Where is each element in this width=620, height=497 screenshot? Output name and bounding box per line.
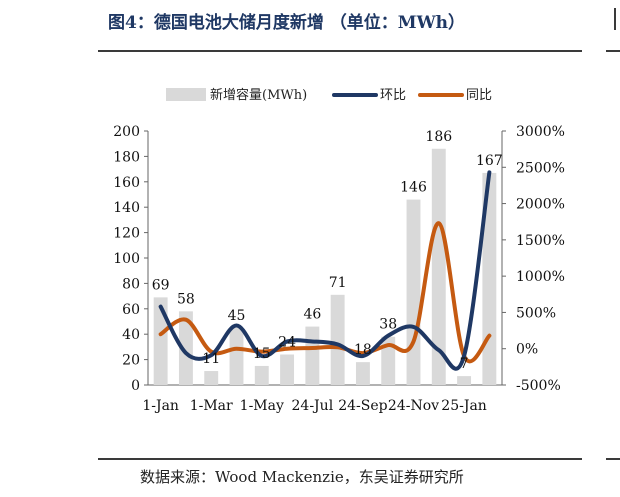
right-tick-label: 3000%	[516, 124, 565, 140]
bottom-rule	[98, 458, 582, 460]
left-tick-label: 60	[122, 302, 140, 318]
left-tick-label: 20	[122, 353, 140, 369]
left-tick-label: 200	[113, 124, 140, 140]
x-tick-label: 1-Mar	[190, 398, 233, 414]
data-labels: 69 58 11 45 15 24 46 71 18 38 146 186 7 167	[152, 129, 503, 372]
bar	[355, 362, 370, 385]
x-tick-label: 24-Sep	[338, 398, 387, 414]
data-label: 46	[303, 307, 321, 323]
data-label: 15	[253, 346, 271, 362]
bar	[178, 311, 193, 385]
right-tick-label: 2000%	[516, 197, 565, 213]
bar	[330, 294, 345, 385]
x-tick-label: 24-Jul	[292, 398, 334, 414]
left-tick-label: 40	[122, 327, 140, 343]
data-label: 11	[202, 351, 220, 367]
data-label: 45	[228, 308, 246, 324]
x-tick-label: 1-May	[240, 398, 284, 414]
top-rule-right	[606, 50, 620, 52]
axes: 0 20 40 60 80 100 120 140 160 180 200 -500% 0% 500% 10…	[113, 124, 565, 414]
left-tick-label: 80	[122, 276, 140, 292]
bar	[482, 172, 497, 385]
bar	[280, 354, 295, 385]
left-tick-label: 120	[113, 226, 140, 242]
data-label: 69	[152, 277, 170, 293]
data-label: 167	[476, 153, 503, 169]
legend-label-yoy: 同比	[466, 88, 492, 103]
left-tick-label: 0	[131, 378, 140, 394]
bar	[204, 371, 219, 385]
right-tick-label: 500%	[516, 305, 556, 321]
mom-line	[158, 170, 492, 371]
legend-label-bar: 新增容量(MWh)	[210, 87, 307, 103]
bar	[229, 327, 244, 385]
bar	[254, 365, 269, 385]
source-note: 数据来源：Wood Mackenzie，东吴证券研究所	[140, 468, 464, 486]
legend-label-mom: 环比	[380, 88, 406, 103]
bar	[431, 148, 446, 385]
data-label: 146	[400, 180, 427, 196]
right-tick-label: -500%	[516, 378, 561, 394]
x-tick-label: 1-Jan	[142, 398, 179, 414]
bar	[406, 199, 421, 385]
right-tick-label: 2500%	[516, 160, 565, 176]
left-tick-label: 160	[113, 175, 140, 191]
x-tick-label: 25-Jan	[441, 398, 487, 414]
bar	[153, 297, 168, 385]
data-label: 58	[177, 291, 195, 307]
chart-title: 图4：德国电池大储月度新增 （单位：MWh）	[108, 13, 466, 33]
lines	[158, 170, 492, 371]
bottom-rule-right	[606, 458, 620, 460]
right-tick-label: 1000%	[516, 269, 565, 285]
yoy-line	[158, 221, 492, 364]
bar	[305, 326, 320, 385]
data-label: 18	[354, 342, 372, 358]
x-tick-label: 24-Nov	[388, 398, 439, 414]
right-tick-label: 0%	[516, 342, 538, 358]
legend: 新增容量(MWh) 环比 同比	[166, 87, 492, 103]
left-tick-label: 100	[113, 251, 140, 267]
bar	[381, 336, 396, 385]
data-label: 7	[460, 356, 469, 372]
left-tick-label: 180	[113, 149, 140, 165]
bars	[153, 148, 497, 385]
data-label: 71	[329, 275, 347, 291]
data-label: 186	[425, 129, 452, 145]
right-tick-label: 1500%	[516, 233, 565, 249]
data-label: 24	[278, 335, 296, 351]
legend-swatch-bar	[166, 88, 206, 101]
left-tick-label: 140	[113, 200, 140, 216]
data-label: 38	[379, 317, 397, 333]
bar	[457, 376, 472, 385]
top-rule	[98, 50, 582, 52]
right-edge-mark	[614, 8, 616, 30]
